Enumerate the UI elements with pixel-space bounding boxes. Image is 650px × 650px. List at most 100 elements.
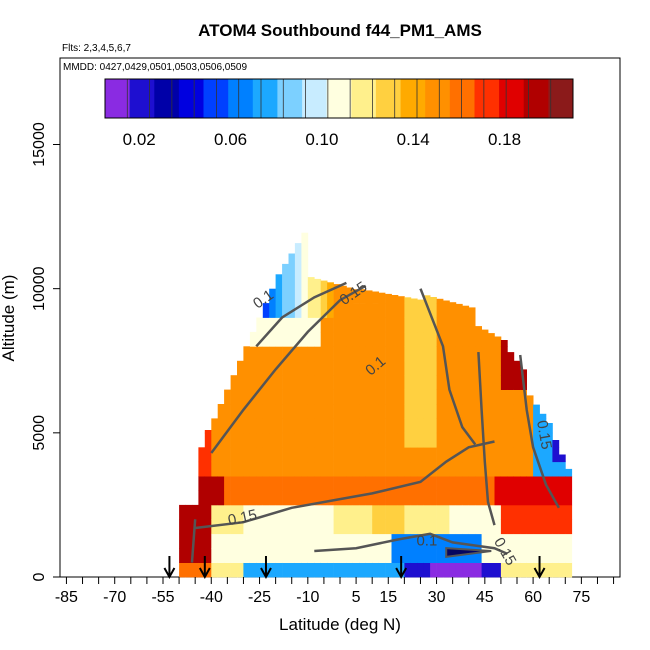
heatmap-cell xyxy=(307,288,315,304)
heatmap-cell xyxy=(513,461,521,477)
heatmap-cell xyxy=(294,504,302,520)
heatmap-cell xyxy=(378,476,386,491)
heatmap-cell xyxy=(410,317,418,333)
heatmap-cell xyxy=(301,274,309,290)
colorbar-swatch xyxy=(154,79,180,118)
heatmap-cell xyxy=(520,389,527,405)
heatmap-cell xyxy=(449,418,457,434)
heatmap-cell xyxy=(423,504,431,520)
heatmap-cell xyxy=(320,519,328,535)
heatmap-cell xyxy=(314,562,322,578)
heatmap-cell xyxy=(282,404,289,419)
x-axis-label: Latitude (deg N) xyxy=(279,615,401,634)
heatmap-cell xyxy=(507,404,515,419)
x-tick-label: 45 xyxy=(476,589,494,606)
heatmap-cell xyxy=(436,317,444,333)
heatmap-cell xyxy=(327,288,334,304)
heatmap-cell xyxy=(262,461,270,477)
heatmap-cell xyxy=(397,432,405,448)
heatmap-cell xyxy=(526,447,534,463)
heatmap-cell xyxy=(391,295,399,304)
heatmap-cell xyxy=(397,360,405,376)
heatmap-cell xyxy=(256,533,264,549)
heatmap-cell xyxy=(397,476,405,491)
heatmap-cell xyxy=(436,461,444,477)
heatmap-cell xyxy=(320,317,328,333)
heatmap-cell xyxy=(372,504,379,520)
heatmap-cell xyxy=(539,418,547,434)
heatmap-cell xyxy=(288,274,296,290)
heatmap-cell xyxy=(462,375,470,390)
heatmap-cell xyxy=(455,346,463,362)
contour-label: 0.15 xyxy=(533,419,555,451)
heatmap-cell xyxy=(475,490,482,506)
heatmap-cell xyxy=(500,432,508,448)
heatmap-cell xyxy=(391,519,399,535)
heatmap-cell xyxy=(455,504,463,520)
colorbar-swatch xyxy=(178,79,204,118)
heatmap-cell xyxy=(275,490,283,506)
heatmap-cell xyxy=(481,375,489,390)
heatmap-cell xyxy=(488,375,495,390)
colorbar-swatch xyxy=(129,79,155,118)
heatmap-cell xyxy=(462,404,470,419)
heatmap-cell xyxy=(436,533,444,549)
heatmap-cell xyxy=(539,490,547,506)
heatmap-cell xyxy=(359,548,367,563)
heatmap-cell xyxy=(224,476,231,491)
heatmap-cell xyxy=(307,303,315,318)
heatmap-cell xyxy=(256,389,264,405)
heatmap-cell xyxy=(282,504,289,520)
heatmap-cell xyxy=(340,404,347,419)
heatmap-cell xyxy=(249,476,257,491)
heatmap-cell xyxy=(372,404,379,419)
heatmap-cell xyxy=(462,461,470,477)
heatmap-cell xyxy=(256,461,264,477)
heatmap-cell xyxy=(468,519,476,535)
heatmap-cell xyxy=(455,360,463,376)
heatmap-cell xyxy=(494,461,502,477)
heatmap-cell xyxy=(397,490,405,506)
heatmap-cell xyxy=(378,303,386,318)
heatmap-cell xyxy=(262,519,270,535)
heatmap-cell xyxy=(410,490,418,506)
colorbar-swatch xyxy=(523,79,549,118)
heatmap-cell xyxy=(256,504,264,520)
heatmap-cell xyxy=(307,418,315,434)
heatmap-cell xyxy=(301,533,309,549)
heatmap-cell xyxy=(378,346,386,362)
heatmap-cell xyxy=(436,389,444,405)
heatmap-cell xyxy=(288,253,296,261)
heatmap-cell xyxy=(436,303,444,318)
heatmap-cell xyxy=(352,447,360,463)
heatmap-cell xyxy=(327,331,334,347)
heatmap-cell xyxy=(359,375,367,390)
heatmap-cell xyxy=(397,504,405,520)
heatmap-cell xyxy=(198,504,206,520)
heatmap-cell xyxy=(294,404,302,419)
heatmap-cell xyxy=(404,404,412,419)
heatmap-cell xyxy=(423,562,431,578)
colorbar xyxy=(104,78,574,119)
heatmap-cell xyxy=(320,504,328,520)
heatmap-cell xyxy=(275,360,283,376)
heatmap-cell xyxy=(217,404,225,419)
heatmap-cell xyxy=(307,562,315,578)
heatmap-cell xyxy=(468,346,476,362)
heatmap-cell xyxy=(230,504,238,520)
heatmap-cell xyxy=(237,404,244,419)
heatmap-cell xyxy=(307,404,315,419)
heatmap-cell xyxy=(249,461,257,477)
heatmap-cell xyxy=(307,317,315,333)
heatmap-cell xyxy=(455,418,463,434)
heatmap-cell xyxy=(391,317,399,333)
heatmap-cell xyxy=(391,331,399,347)
y-tick-label: 15000 xyxy=(31,122,48,167)
heatmap-cell xyxy=(365,331,373,347)
heatmap-cell xyxy=(500,360,508,376)
heatmap-cell xyxy=(282,274,289,290)
heatmap-cell xyxy=(224,432,231,448)
heatmap-cell xyxy=(378,317,386,333)
heatmap-cell xyxy=(500,404,508,419)
heatmap-cell xyxy=(443,317,450,333)
